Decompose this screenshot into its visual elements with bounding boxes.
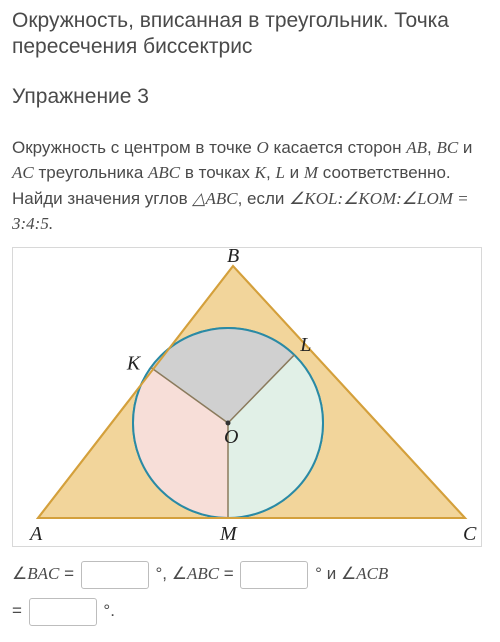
- svg-text:C: C: [463, 523, 477, 545]
- svg-text:B: B: [227, 248, 239, 267]
- text: и: [285, 163, 304, 182]
- var-O: O: [257, 138, 269, 157]
- exercise-label: Упражнение 3: [12, 85, 488, 109]
- text: и: [458, 138, 472, 157]
- var-K: K: [255, 163, 266, 182]
- diagram: A B C K L M O: [12, 247, 482, 547]
- deg: °: [99, 601, 111, 620]
- angle-sym: ∠: [172, 564, 187, 583]
- text: Окружность с центром в точке: [12, 138, 257, 157]
- lbl-ABC: ABC: [187, 564, 219, 583]
- text: касается сторон: [269, 138, 406, 157]
- input-acb[interactable]: [29, 598, 97, 626]
- angle-sym: ∠: [12, 564, 27, 583]
- eq: =: [219, 564, 238, 583]
- var-L: L: [275, 163, 284, 182]
- lbl-ACB: ACB: [356, 564, 388, 583]
- eq: =: [12, 601, 27, 620]
- text: в точках: [180, 163, 255, 182]
- eq: =: [59, 564, 78, 583]
- angle-sym: ∠: [341, 564, 356, 583]
- text: , если: [238, 189, 290, 208]
- svg-text:M: M: [219, 523, 238, 545]
- problem-text: Окружность с центром в точке O касается …: [12, 135, 488, 237]
- svg-text:O: O: [224, 426, 238, 448]
- svg-text:K: K: [126, 352, 142, 374]
- text: треугольника: [34, 163, 148, 182]
- deg: °: [310, 564, 322, 583]
- input-abc[interactable]: [240, 561, 308, 589]
- deg: °: [151, 564, 163, 583]
- svg-text:L: L: [299, 333, 311, 355]
- var-AC: AC: [12, 163, 34, 182]
- var-M: M: [304, 163, 318, 182]
- period: .: [110, 601, 115, 620]
- page-title: Окружность, вписанная в треугольник. Точ…: [12, 8, 488, 61]
- var-AB: AB: [406, 138, 427, 157]
- and: и: [322, 564, 341, 583]
- var-ABC: ABC: [148, 163, 180, 182]
- var-BC: BC: [436, 138, 458, 157]
- answer-line: ∠BAC = °, ∠ABC = ° и ∠ACB = °.: [12, 555, 488, 630]
- var-tri: △ABC: [192, 189, 237, 208]
- sep: ,: [162, 564, 171, 583]
- svg-text:A: A: [28, 523, 43, 545]
- lbl-BAC: BAC: [27, 564, 59, 583]
- input-bac[interactable]: [81, 561, 149, 589]
- diagram-svg: A B C K L M O: [13, 248, 483, 548]
